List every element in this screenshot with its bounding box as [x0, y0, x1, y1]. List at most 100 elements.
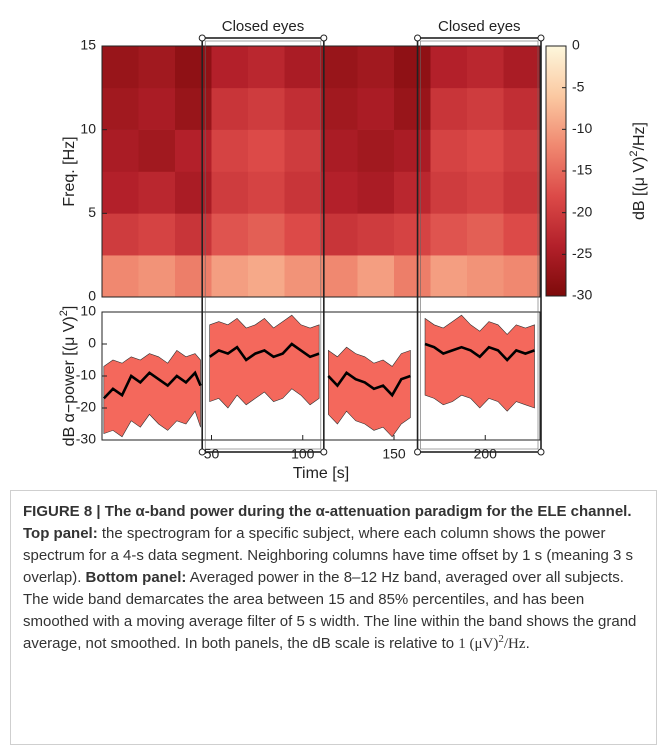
heatmap-cell	[503, 171, 541, 214]
heatmap-cell	[357, 87, 395, 130]
colorbar-label-sup: 2	[628, 150, 640, 156]
heatmap-cell	[467, 46, 504, 89]
heatmap-cell	[394, 129, 431, 172]
heatmap-cell	[394, 46, 431, 89]
heatmap-cell	[503, 87, 541, 130]
heatmap-cell	[175, 213, 212, 256]
annotation-box-inner	[204, 40, 322, 450]
caption-run: Bottom panel:	[81, 569, 187, 586]
heatmap-cell	[394, 213, 431, 256]
box-corner	[537, 34, 545, 42]
box-corner	[414, 34, 422, 42]
heatmap-cell	[211, 46, 249, 89]
x-tick-label: 200	[474, 446, 498, 462]
y-tick-label: 15	[80, 37, 96, 53]
heatmap-cell	[175, 87, 212, 130]
y-tick-label: 0	[88, 335, 96, 351]
heatmap-cell	[284, 171, 322, 214]
heatmap-cell	[503, 213, 541, 256]
heatmap-cell	[175, 46, 212, 89]
annotation-label: Closed eyes	[438, 18, 521, 35]
colorbar-label-tail: /Hz]	[631, 122, 648, 150]
heatmap-cell	[321, 255, 358, 298]
heatmap-cell	[321, 87, 358, 130]
heatmap-cell	[102, 87, 139, 130]
colorbar-tick-label: -10	[572, 120, 592, 136]
heatmap-cell	[211, 171, 249, 214]
y-axis-label-text: dB α−power [(μ V)	[61, 316, 78, 446]
heatmap-cell	[321, 171, 358, 214]
y-tick-label: 10	[80, 303, 96, 319]
heatmap-cell	[102, 255, 139, 298]
annotation-box-inner	[420, 40, 539, 450]
annotation-box	[201, 37, 325, 453]
heatmap-cell	[175, 255, 212, 298]
heatmap-cell	[430, 87, 468, 130]
heatmap-cell	[467, 171, 504, 214]
y-axis-label-sup: 2	[58, 310, 70, 316]
heatmap-cell	[467, 255, 504, 298]
heatmap-cell	[102, 213, 139, 256]
figure-caption: FIGURE 8 | The α-band power during the α…	[10, 490, 657, 745]
heatmap-cell	[102, 46, 139, 89]
caption-run: .	[525, 635, 530, 652]
heatmap-cell	[102, 171, 139, 214]
heatmap-cell	[467, 213, 504, 256]
annotation-label: Closed eyes	[222, 18, 305, 35]
caption-run: FIGURE 8 | The α-band power during the α…	[23, 503, 632, 520]
colorbar-tick-label: -30	[572, 287, 592, 303]
heatmap-cell	[284, 87, 322, 130]
colorbar-tick-label: -5	[572, 78, 585, 94]
heatmap-cell	[357, 129, 395, 172]
y-tick-label: -30	[76, 431, 96, 447]
heatmap-cell	[211, 129, 249, 172]
heatmap-cell	[430, 255, 468, 298]
heatmap-cell	[430, 129, 468, 172]
heatmap-cell	[357, 171, 395, 214]
heatmap-cell	[321, 129, 358, 172]
heatmap-cell	[248, 129, 285, 172]
heatmap-cell	[321, 213, 358, 256]
heatmap-cell	[503, 129, 541, 172]
heatmap-cell	[394, 171, 431, 214]
x-axis-label: Time [s]	[293, 465, 349, 482]
y-tick-label: 5	[88, 204, 96, 220]
caption-run: 2	[498, 633, 504, 645]
colorbar-tick-label: -25	[572, 245, 592, 261]
annotation-box	[416, 37, 542, 453]
heatmap-cell	[321, 46, 358, 89]
heatmap-cell	[248, 46, 285, 89]
heatmap-cell	[503, 255, 541, 298]
heatmap-cell	[138, 255, 176, 298]
box-corner	[537, 448, 545, 456]
heatmap-cell	[138, 46, 176, 89]
heatmap-cell	[503, 46, 541, 89]
box-corner	[320, 34, 328, 42]
caption-run: the spectrogram for a specific subject, …	[23, 525, 634, 586]
heatmap-cell	[467, 129, 504, 172]
box-corner	[414, 448, 422, 456]
figure: 0 5 10 15 Freq. [Hz] 0 -5 -10 -15 -20 -25 -30 dB [(μ…	[58, 18, 648, 482]
heatmap-cell	[211, 87, 249, 130]
heatmap-cell	[357, 213, 395, 256]
x-tick-label: 150	[382, 446, 406, 462]
caption-run: Averaged power in the 8–12 Hz band, aver…	[23, 569, 637, 652]
box-corner	[198, 448, 206, 456]
x-tick-label: 50	[204, 446, 220, 462]
heatmap-cell	[430, 213, 468, 256]
caption-run: /Hz	[503, 636, 526, 652]
heatmap-cell	[175, 171, 212, 214]
heatmap-cell	[248, 87, 285, 130]
colorbar-tick-label: 0	[572, 37, 580, 53]
heatmap-cell	[284, 255, 322, 298]
colorbar-label-text: dB [(μ V)	[631, 157, 648, 220]
heatmap-cell	[394, 87, 431, 130]
y-axis-label-tail: ]	[61, 306, 78, 310]
y-axis-label: Freq. [Hz]	[61, 136, 78, 206]
heatmap-cell	[248, 171, 285, 214]
heatmap-cell	[394, 255, 431, 298]
y-axis-label: dB α−power [(μ V)2]	[58, 306, 78, 447]
heatmap-cell	[248, 213, 285, 256]
heatmap-cell	[138, 129, 176, 172]
